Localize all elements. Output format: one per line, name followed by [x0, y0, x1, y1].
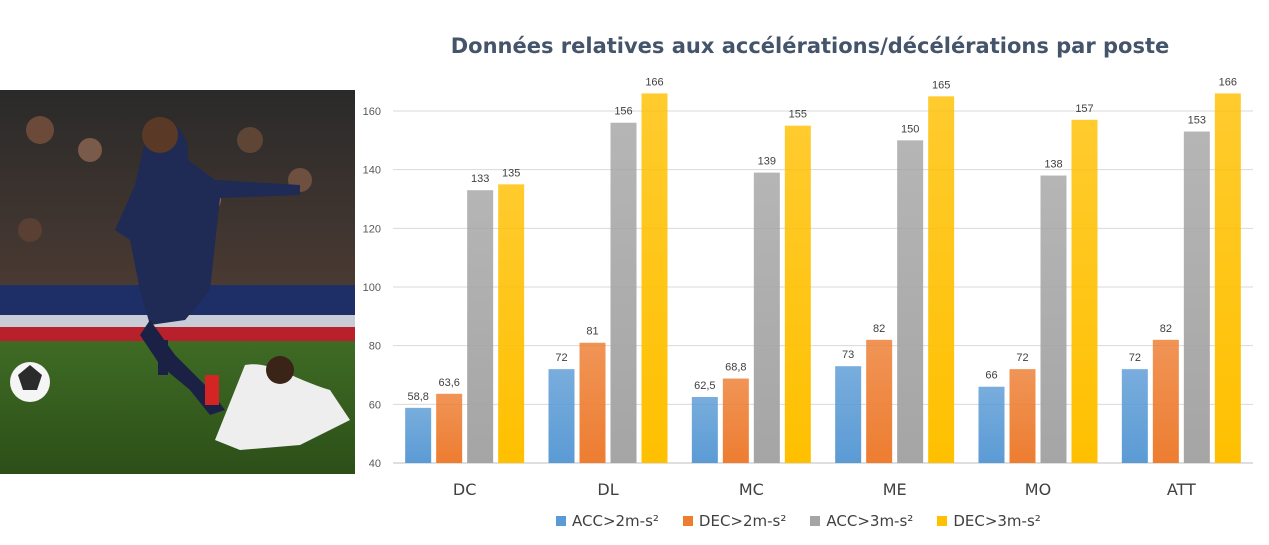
bar-dc-acc2: [405, 407, 432, 463]
data-label: 58,8: [407, 391, 428, 403]
data-label: 63,6: [438, 377, 459, 389]
data-label: 82: [873, 323, 885, 335]
bar-att-acc3: [1183, 131, 1210, 464]
data-label: 82: [1160, 323, 1172, 335]
data-label: 62,5: [694, 380, 715, 392]
data-label: 133: [471, 173, 489, 185]
y-tick-label: 60: [369, 399, 381, 411]
football-player-photo: [0, 90, 355, 474]
bar-mo-acc3: [1040, 175, 1067, 464]
x-tick-label: ATT: [1167, 480, 1196, 499]
legend-label-dec3: DEC>3m-s²: [953, 512, 1041, 530]
bar-mc-acc3: [753, 172, 780, 463]
y-tick-label: 140: [363, 165, 381, 177]
x-tick-label: MO: [1025, 480, 1051, 499]
data-label: 166: [645, 76, 663, 88]
data-label: 68,8: [725, 362, 746, 374]
y-tick-label: 40: [369, 458, 381, 470]
legend-label-dec2: DEC>2m-s²: [698, 512, 787, 530]
chart-title: Données relatives aux accélérations/décé…: [450, 34, 1170, 58]
data-label: 150: [901, 123, 919, 135]
bar-mc-acc2: [691, 397, 718, 463]
data-label: 139: [758, 156, 776, 168]
data-label: 81: [586, 326, 598, 338]
legend-label-acc3: ACC>3m-s²: [826, 512, 914, 530]
bar-att-dec3: [1214, 93, 1241, 464]
legend-swatch-dec2: [682, 516, 693, 526]
y-tick-label: 100: [363, 282, 381, 294]
bar-dl-acc3: [610, 122, 637, 463]
legend-item-dec2: DEC>2m-s²: [682, 512, 787, 530]
y-tick-label: 80: [369, 341, 381, 353]
x-tick-label: DC: [453, 480, 477, 499]
data-label: 166: [1219, 76, 1237, 88]
data-label: 135: [502, 167, 520, 179]
y-tick-label: 160: [363, 106, 381, 118]
x-tick-label: ME: [883, 480, 907, 499]
data-label: 153: [1188, 115, 1206, 127]
data-label: 138: [1044, 159, 1062, 171]
legend-item-acc3: ACC>3m-s²: [810, 512, 913, 530]
data-label: 155: [789, 109, 807, 121]
data-label: 157: [1075, 103, 1093, 115]
x-tick-label: DL: [597, 480, 618, 499]
bar-me-acc2: [835, 366, 862, 463]
data-label: 66: [985, 370, 997, 382]
data-label: 72: [1016, 352, 1028, 364]
legend-item-dec3: DEC>3m-s²: [937, 512, 1041, 530]
legend-swatch-acc2: [556, 516, 566, 526]
x-tick-label: MC: [739, 480, 764, 499]
bar-mo-dec2: [1009, 369, 1036, 463]
chart-legend: ACC>2m-s² DEC>2m-s² ACC>3m-s² DEC>3m-s²: [556, 512, 1041, 530]
bar-dl-dec2: [579, 342, 606, 463]
bar-dl-dec3: [641, 93, 668, 464]
bar-me-dec3: [928, 96, 955, 463]
bar-mo-acc2: [978, 386, 1005, 463]
bar-att-acc2: [1121, 369, 1148, 463]
legend-swatch-acc3: [810, 516, 821, 526]
data-label: 165: [932, 79, 950, 91]
legend-swatch-dec3: [937, 516, 948, 526]
bar-dc-dec3: [498, 184, 525, 464]
data-label: 73: [842, 349, 854, 361]
bar-mc-dec2: [722, 378, 749, 463]
legend-item-acc2: ACC>2m-s²: [556, 512, 659, 530]
bar-dc-dec2: [436, 393, 463, 463]
bar-mo-dec3: [1071, 119, 1098, 464]
bar-mc-dec3: [784, 125, 811, 464]
bar-dl-acc2: [548, 369, 575, 463]
bar-dc-acc3: [467, 190, 494, 463]
data-label: 156: [614, 106, 632, 118]
data-label: 72: [1129, 352, 1141, 364]
bar-me-dec2: [866, 339, 893, 463]
y-tick-label: 120: [363, 223, 381, 235]
bar-me-acc3: [897, 140, 924, 464]
data-label: 72: [555, 352, 567, 364]
legend-label-acc2: ACC>2m-s²: [572, 512, 659, 530]
bar-att-dec2: [1152, 339, 1179, 463]
